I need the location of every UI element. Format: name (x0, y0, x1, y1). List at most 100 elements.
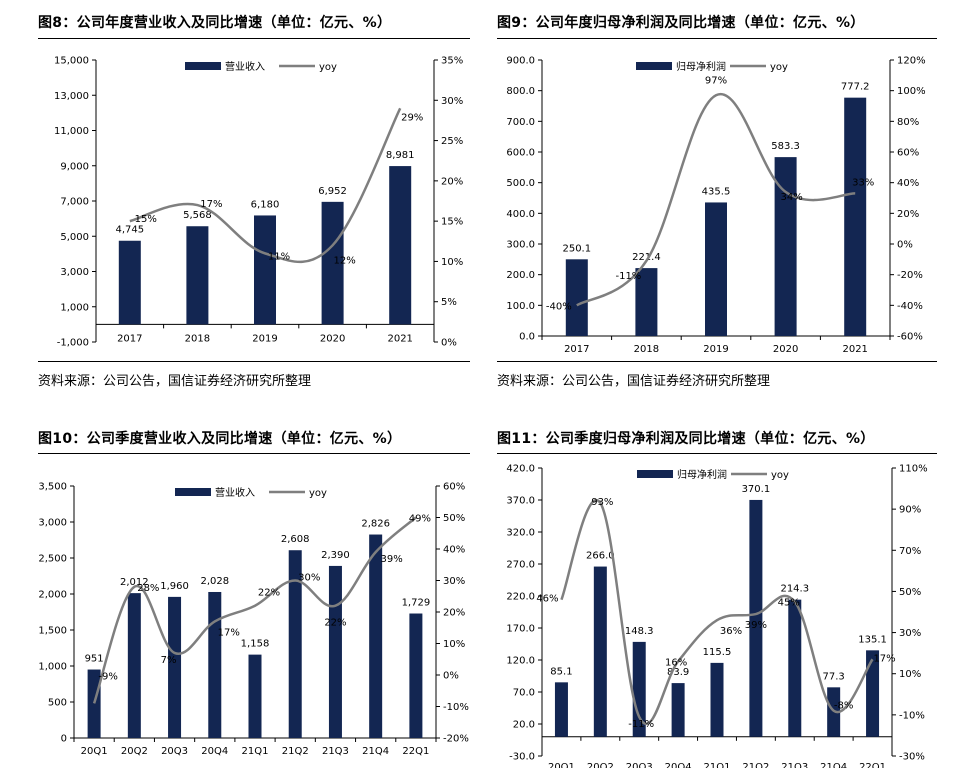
yoy-value-label: -9% (98, 671, 117, 682)
y-tick-label: 11,000 (54, 126, 89, 137)
y2-tick-label: 20% (441, 176, 463, 187)
x-tick-label: 2018 (185, 333, 210, 344)
y2-tick-label: 40% (443, 545, 465, 556)
x-tick-label: 21Q1 (704, 762, 731, 768)
bar-value-label: 8,981 (386, 150, 415, 161)
figure-title: 图11：公司季度归母净利润及同比增速（单位：亿元、%） (497, 431, 875, 447)
x-tick-label: 2021 (387, 333, 412, 344)
y2-tick-label: -40% (897, 301, 923, 312)
yoy-line (92, 516, 417, 704)
bar-value-label: 2,608 (281, 534, 310, 545)
legend-line-label: yoy (770, 62, 788, 73)
bar (127, 593, 141, 738)
yoy-value-label: -8% (834, 701, 853, 712)
x-tick-label: 20Q1 (548, 762, 575, 768)
x-tick-label: 2019 (703, 344, 728, 354)
legend-bar-swatch (175, 488, 211, 496)
y-tick-label: 3,000 (60, 267, 89, 278)
y-tick-label: 500.0 (506, 178, 535, 189)
y2-tick-label: 0% (441, 338, 457, 349)
title-rule (38, 38, 470, 39)
y2-tick-label: 110% (899, 464, 928, 475)
y-tick-label: 1,000 (38, 662, 67, 673)
x-tick-label: 22Q1 (859, 762, 886, 768)
y-tick-label: 7,000 (60, 197, 89, 208)
x-tick-label: 20Q3 (626, 762, 653, 768)
y-tick-label: 1,500 (38, 626, 67, 637)
yoy-value-label: 15% (135, 214, 157, 225)
y2-tick-label: 0% (443, 671, 459, 682)
source-note: 资料来源：公司公告，国信证券经济研究所整理 (38, 374, 312, 389)
x-tick-label: 21Q1 (242, 746, 269, 757)
source-rule (497, 361, 937, 362)
y2-tick-label: 0% (897, 240, 913, 251)
yoy-value-label: 45% (778, 598, 800, 609)
y2-tick-label: 10% (441, 257, 463, 268)
title-rule (497, 38, 937, 39)
bar-value-label: 115.5 (703, 647, 732, 658)
bar-value-label: 370.1 (742, 484, 771, 495)
y-tick-label: 370.0 (506, 496, 535, 507)
y-tick-label: 2,000 (38, 590, 67, 601)
y2-tick-label: 5% (441, 297, 457, 308)
y2-tick-label: -30% (899, 752, 925, 763)
yoy-value-label: -11% (628, 719, 654, 730)
y-tick-label: 3,000 (38, 518, 67, 529)
title-rule (38, 453, 470, 454)
y2-tick-label: 20% (443, 608, 465, 619)
x-tick-label: 21Q2 (282, 746, 309, 757)
y-tick-label: 170.0 (506, 624, 535, 635)
y2-tick-label: 50% (443, 513, 465, 524)
y2-tick-label: 15% (441, 217, 463, 228)
bar-value-label: 2,826 (361, 519, 390, 530)
y-tick-label: 15,000 (54, 56, 89, 67)
yoy-value-label: 93% (591, 497, 613, 508)
y2-tick-label: 30% (443, 576, 465, 587)
y2-tick-label: 10% (443, 639, 465, 650)
chart-net-profit-annual: 0.0 100.0 200.0 300.0 400.0 500.0 600.0 700.0 80… (506, 56, 925, 355)
bar (87, 669, 101, 738)
bar-value-label: 85.1 (550, 666, 572, 677)
y2-tick-label: 30% (441, 96, 463, 107)
bar (710, 662, 724, 737)
x-tick-label: 21Q4 (362, 746, 389, 757)
y2-tick-label: 25% (441, 136, 463, 147)
x-tick-label: 20Q4 (201, 746, 228, 757)
y-tick-label: 0.0 (519, 332, 535, 343)
bar-value-label: 1,960 (160, 581, 189, 592)
bar (774, 157, 797, 336)
bar (844, 97, 867, 336)
bar-value-label: 4,745 (115, 225, 144, 236)
bar (705, 202, 727, 336)
yoy-value-label: 22% (258, 588, 280, 599)
bar-value-label: 5,568 (183, 210, 212, 221)
x-tick-label: 21Q2 (742, 762, 769, 768)
bar-value-label: 214.3 (780, 584, 809, 595)
y-tick-label: -30.0 (509, 752, 535, 763)
bar (866, 650, 880, 737)
yoy-value-label: -11% (615, 271, 641, 282)
y2-tick-label: 70% (899, 546, 921, 557)
y-tick-label: 70.0 (513, 688, 535, 699)
bar-value-label: 221.4 (632, 252, 661, 263)
bar-value-label: 1,158 (241, 639, 270, 650)
y-tick-label: 120.0 (506, 656, 535, 667)
x-tick-label: 2017 (564, 344, 589, 354)
bar-value-label: 250.1 (562, 243, 591, 254)
bar (565, 259, 588, 336)
chart-net-profit-quarterly: -30.0 20.0 70.0 120.0 170.0 220.0 270.0 320.0 37… (506, 464, 928, 768)
x-tick-label: 20Q1 (81, 746, 108, 757)
legend-bar-swatch (185, 62, 221, 70)
bar-value-label: 1,729 (402, 598, 431, 609)
x-tick-label: 20Q3 (161, 746, 188, 757)
bar (168, 596, 182, 738)
y-tick-label: -1,000 (57, 338, 89, 349)
y2-tick-label: 60% (443, 482, 465, 493)
y-tick-label: 500 (48, 698, 67, 709)
bar-value-label: 266.0 (586, 551, 615, 562)
bar (788, 599, 802, 737)
y-tick-label: 100.0 (506, 301, 535, 312)
x-tick-label: 2019 (252, 333, 277, 344)
bar-value-label: 6,952 (318, 186, 347, 197)
legend-line-label: yoy (309, 488, 327, 499)
